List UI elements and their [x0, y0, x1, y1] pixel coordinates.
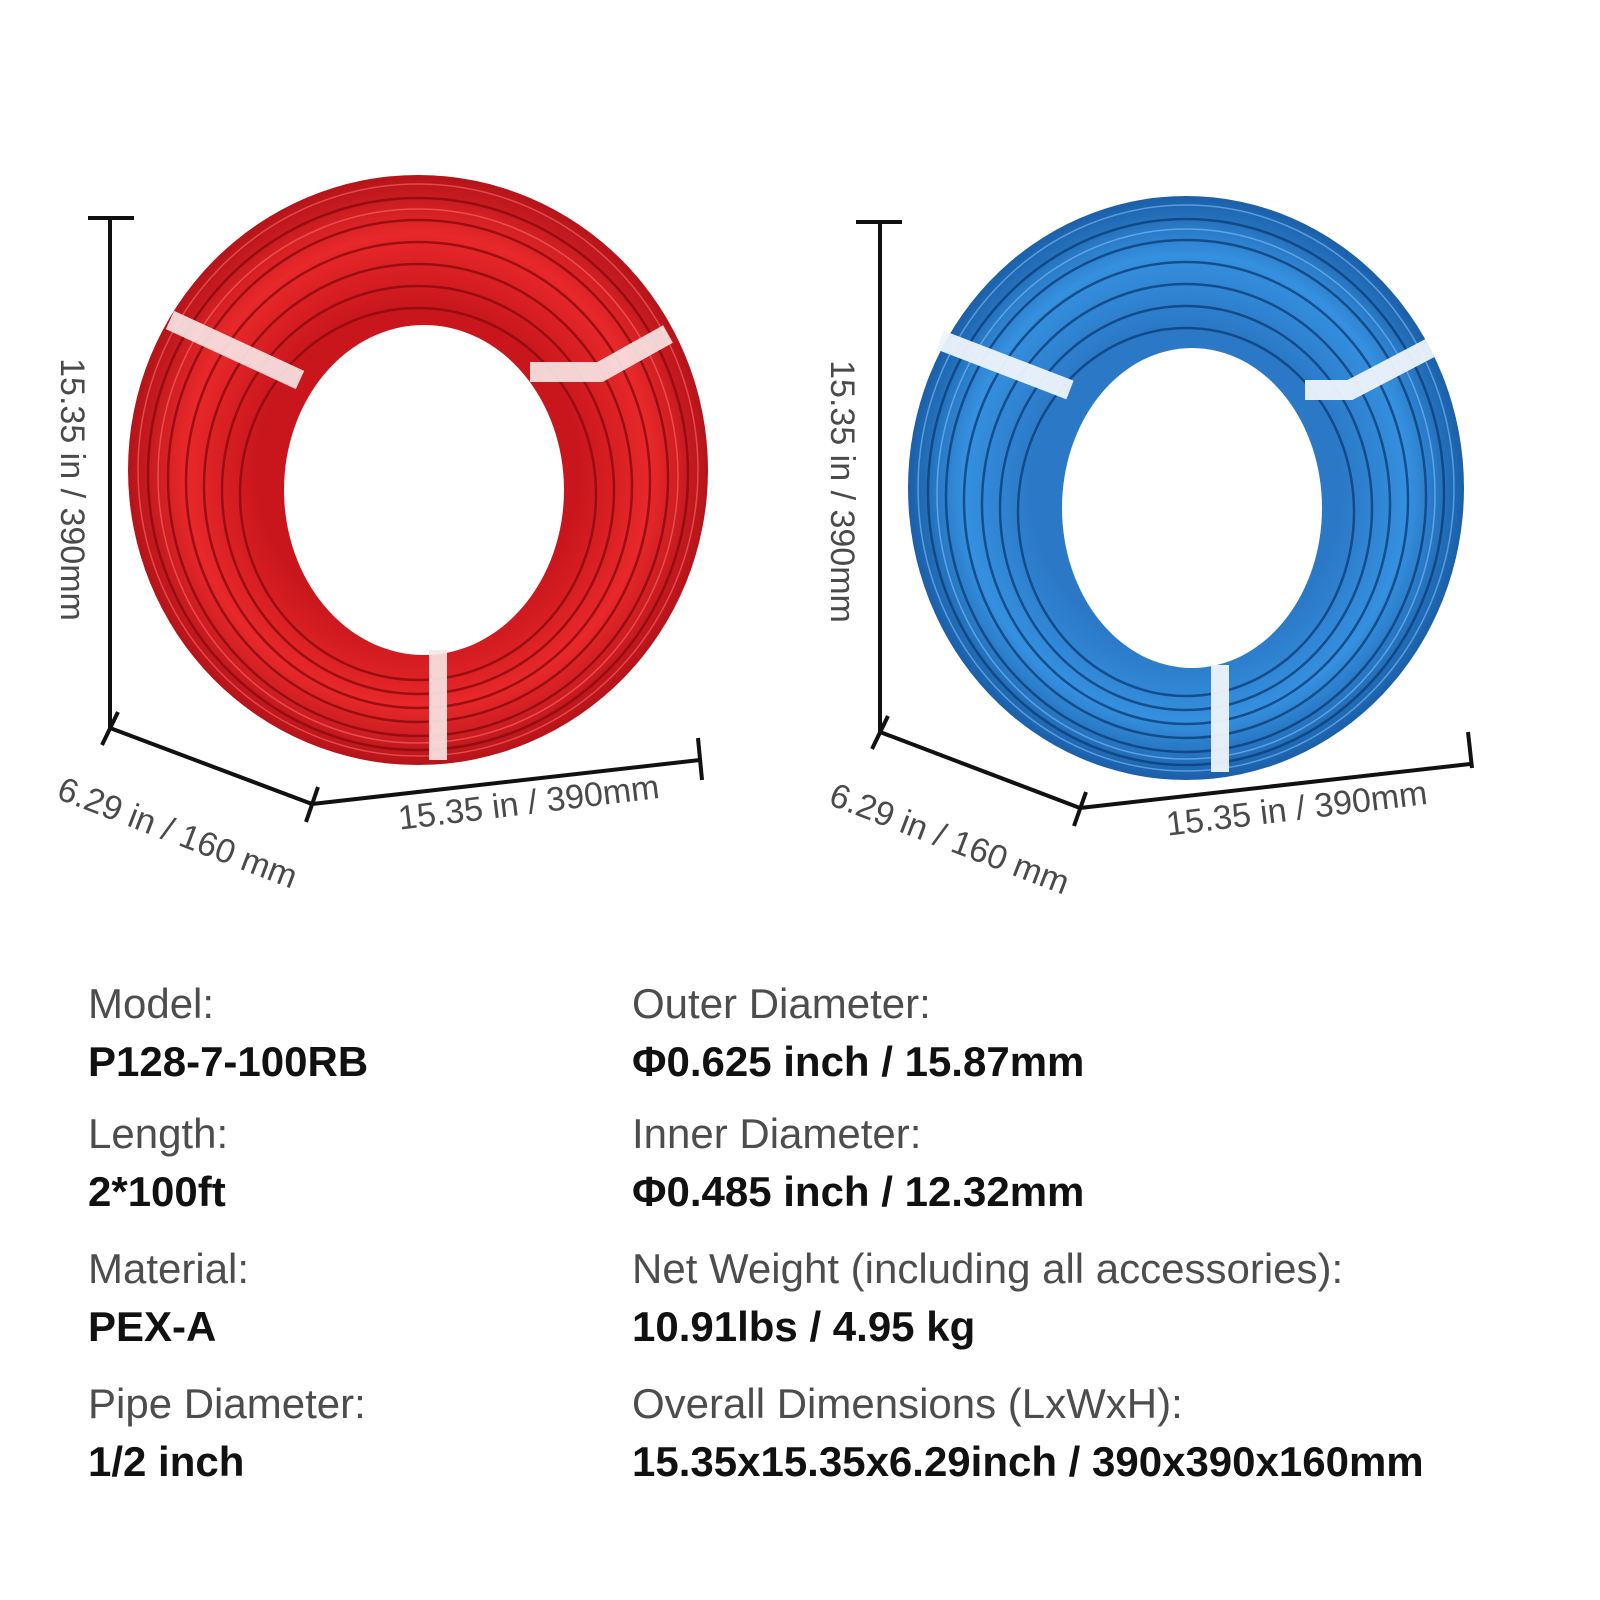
spec-net-weight: Net Weight (including all accessories): …	[632, 1245, 1343, 1351]
spec-length-label: Length:	[88, 1110, 229, 1157]
red-coil-dimension-lines	[88, 216, 704, 823]
spec-material-value: PEX-A	[88, 1303, 217, 1350]
spec-inner-diameter: Inner Diameter: Φ0.485 inch / 12.32mm	[632, 1110, 1084, 1216]
spec-net-weight-label: Net Weight (including all accessories):	[632, 1245, 1344, 1292]
spec-pipe-diameter: Pipe Diameter: 1/2 inch	[88, 1380, 366, 1486]
blue-coil-dimension-lines	[856, 220, 1474, 827]
blue-coil-height-label: 15.35 in / 390mm	[822, 360, 861, 623]
spec-overall-dimensions-label: Overall Dimensions (LxWxH):	[632, 1380, 1183, 1427]
spec-pipe-diameter-value: 1/2 inch	[88, 1438, 245, 1485]
spec-material: Material: PEX-A	[88, 1245, 249, 1351]
spec-inner-diameter-value: Φ0.485 inch / 12.32mm	[632, 1168, 1085, 1215]
spec-length: Length: 2*100ft	[88, 1110, 228, 1216]
spec-outer-diameter-value: Φ0.625 inch / 15.87mm	[632, 1038, 1085, 1085]
spec-model: Model: P128-7-100RB	[88, 980, 368, 1086]
spec-outer-diameter-label: Outer Diameter:	[632, 980, 931, 1027]
spec-length-value: 2*100ft	[88, 1168, 226, 1215]
spec-net-weight-value: 10.91lbs / 4.95 kg	[632, 1303, 976, 1350]
spec-pipe-diameter-label: Pipe Diameter:	[88, 1380, 366, 1427]
spec-inner-diameter-label: Inner Diameter:	[632, 1110, 922, 1157]
spec-overall-dimensions: Overall Dimensions (LxWxH): 15.35x15.35x…	[632, 1380, 1424, 1486]
red-coil-illustration	[128, 175, 708, 765]
spec-model-value: P128-7-100RB	[88, 1038, 369, 1085]
spec-outer-diameter: Outer Diameter: Φ0.625 inch / 15.87mm	[632, 980, 1084, 1086]
product-dimension-figure	[88, 175, 1474, 827]
red-coil-height-label: 15.35 in / 390mm	[52, 358, 91, 621]
blue-coil-illustration	[908, 196, 1464, 780]
spec-overall-dimensions-value: 15.35x15.35x6.29inch / 390x390x160mm	[632, 1438, 1424, 1485]
spec-material-label: Material:	[88, 1245, 250, 1292]
spec-model-label: Model:	[88, 980, 215, 1027]
